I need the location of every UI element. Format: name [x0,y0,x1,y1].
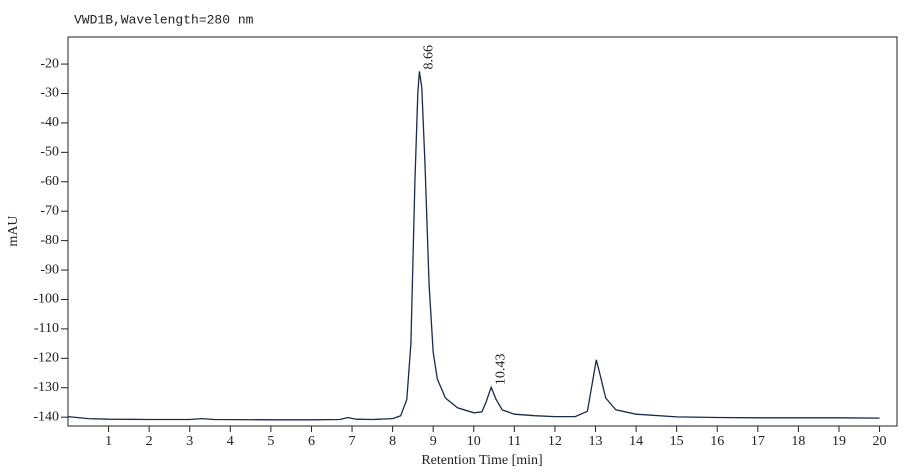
y-tick-label: -130 [33,380,59,395]
x-tick-label: 20 [873,434,887,449]
x-tick-label: 17 [751,434,765,449]
y-tick-label: -40 [40,115,59,130]
y-tick-label: -30 [40,86,59,101]
x-tick-label: 15 [670,434,684,449]
y-tick-label: -60 [40,174,59,189]
x-tick-label: 12 [548,434,562,449]
peak-label: 10.43 [493,354,508,386]
y-tick-label: -100 [33,292,59,307]
x-tick-label: 3 [186,434,193,449]
x-tick-label: 4 [227,434,234,449]
x-tick-label: 16 [710,434,724,449]
y-axis-label: mAU [6,215,21,246]
x-tick-label: 1 [105,434,112,449]
x-tick-label: 11 [508,434,521,449]
x-tick-label: 10 [467,434,481,449]
x-axis-label: Retention Time [min] [421,453,542,468]
x-tick-label: 19 [832,434,846,449]
y-tick-label: -20 [40,56,59,71]
x-tick-label: 14 [629,434,643,449]
y-tick-label: -120 [33,351,59,366]
y-tick-label: -70 [40,203,59,218]
chart-title: VWD1B,Wavelength=280 nm [74,12,254,27]
data-line [67,71,880,421]
x-tick-label: 13 [589,434,603,449]
x-tick-label: 8 [389,434,396,449]
x-tick-label: 9 [430,434,437,449]
y-tick-label: -50 [40,145,59,160]
x-tick-label: 18 [791,434,805,449]
y-tick-label: -80 [40,233,59,248]
plot-frame [67,36,898,427]
x-tick-label: 5 [267,434,274,449]
x-tick-label: 6 [308,434,315,449]
y-tick-label: -90 [40,262,59,277]
peak-label: 8.66 [422,45,437,70]
x-tick-label: 2 [146,434,153,449]
y-tick-label: -140 [33,409,59,424]
y-tick-label: -110 [34,321,59,336]
x-tick-label: 7 [349,434,356,449]
